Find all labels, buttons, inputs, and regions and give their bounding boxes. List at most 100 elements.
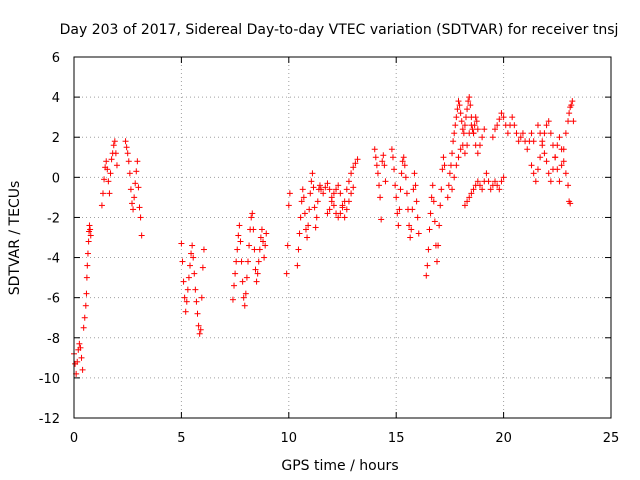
data-point — [457, 146, 464, 153]
data-point — [453, 114, 460, 121]
data-point — [450, 138, 457, 145]
data-point — [337, 190, 344, 197]
data-point — [348, 170, 355, 177]
data-point — [413, 198, 420, 205]
data-point — [474, 178, 481, 185]
data-point — [316, 182, 323, 189]
data-point — [345, 198, 352, 205]
data-point — [189, 242, 196, 249]
data-point — [410, 186, 417, 193]
data-point — [565, 118, 572, 125]
y-tick-label: 2 — [52, 131, 60, 146]
x-tick-label: 10 — [281, 431, 298, 446]
data-point — [330, 190, 337, 197]
data-point — [85, 238, 92, 245]
data-point — [233, 258, 240, 265]
data-point — [199, 264, 206, 271]
data-point — [449, 150, 456, 157]
data-points — [71, 94, 577, 377]
data-point — [178, 240, 185, 247]
data-point — [492, 178, 499, 185]
data-point — [137, 214, 144, 221]
y-tick-label: 6 — [52, 51, 60, 66]
data-point — [460, 130, 467, 137]
data-point — [388, 146, 395, 153]
data-point — [345, 178, 352, 185]
data-point — [242, 290, 249, 297]
data-point — [308, 178, 315, 185]
data-point — [466, 194, 473, 201]
data-point — [101, 176, 108, 183]
data-point — [398, 170, 405, 177]
data-point — [339, 202, 346, 209]
data-point — [556, 134, 563, 141]
data-point — [240, 294, 247, 301]
data-point — [562, 130, 569, 137]
data-point — [350, 184, 357, 191]
data-point — [569, 98, 576, 105]
data-point — [472, 114, 479, 121]
data-point — [530, 170, 537, 177]
data-point — [104, 166, 111, 173]
data-point — [343, 186, 350, 193]
data-point — [314, 198, 321, 205]
data-point — [132, 180, 139, 187]
data-point — [550, 166, 557, 173]
data-point — [113, 162, 120, 169]
data-point — [181, 294, 188, 301]
data-point — [84, 250, 91, 257]
data-point — [461, 150, 468, 157]
data-point — [235, 232, 242, 239]
data-point — [455, 98, 462, 105]
data-point — [379, 158, 386, 165]
data-point — [451, 130, 458, 137]
data-point — [481, 126, 488, 133]
x-tick-label: 0 — [70, 431, 78, 446]
x-tick-label: 25 — [603, 431, 620, 446]
data-point — [500, 174, 507, 181]
data-point — [504, 130, 511, 137]
data-point — [111, 138, 118, 145]
data-point — [191, 270, 198, 277]
data-point — [528, 162, 535, 169]
data-point — [562, 170, 569, 177]
data-point — [511, 122, 518, 129]
data-point — [333, 186, 340, 193]
data-point — [453, 162, 460, 169]
data-point — [498, 178, 505, 185]
data-point — [324, 180, 331, 187]
data-point — [556, 178, 563, 185]
data-point — [200, 246, 207, 253]
data-point — [403, 190, 410, 197]
data-point — [459, 126, 466, 133]
y-tick-label: -6 — [47, 292, 60, 307]
data-point — [517, 134, 524, 141]
data-point — [322, 184, 329, 191]
data-point — [76, 340, 83, 347]
data-point — [447, 162, 454, 169]
data-point — [134, 158, 141, 165]
data-point — [470, 186, 477, 193]
y-tick-label: -10 — [39, 372, 60, 387]
y-tick-label: -4 — [47, 252, 60, 267]
data-point — [125, 158, 132, 165]
data-point — [284, 242, 291, 249]
data-point — [350, 164, 357, 171]
data-point — [537, 130, 544, 137]
data-point — [440, 154, 447, 161]
data-point — [180, 278, 187, 285]
data-point — [465, 98, 472, 105]
data-point — [395, 222, 402, 229]
data-point — [306, 206, 313, 213]
data-point — [547, 178, 554, 185]
data-point — [539, 138, 546, 145]
data-point — [313, 214, 320, 221]
x-axis-label: GPS time / hours — [281, 458, 398, 474]
data-point — [78, 354, 85, 361]
data-point — [530, 138, 537, 145]
data-point — [86, 222, 93, 229]
x-tick-label: 15 — [388, 431, 405, 446]
data-point — [136, 204, 143, 211]
data-point — [545, 170, 552, 177]
data-point — [430, 198, 437, 205]
